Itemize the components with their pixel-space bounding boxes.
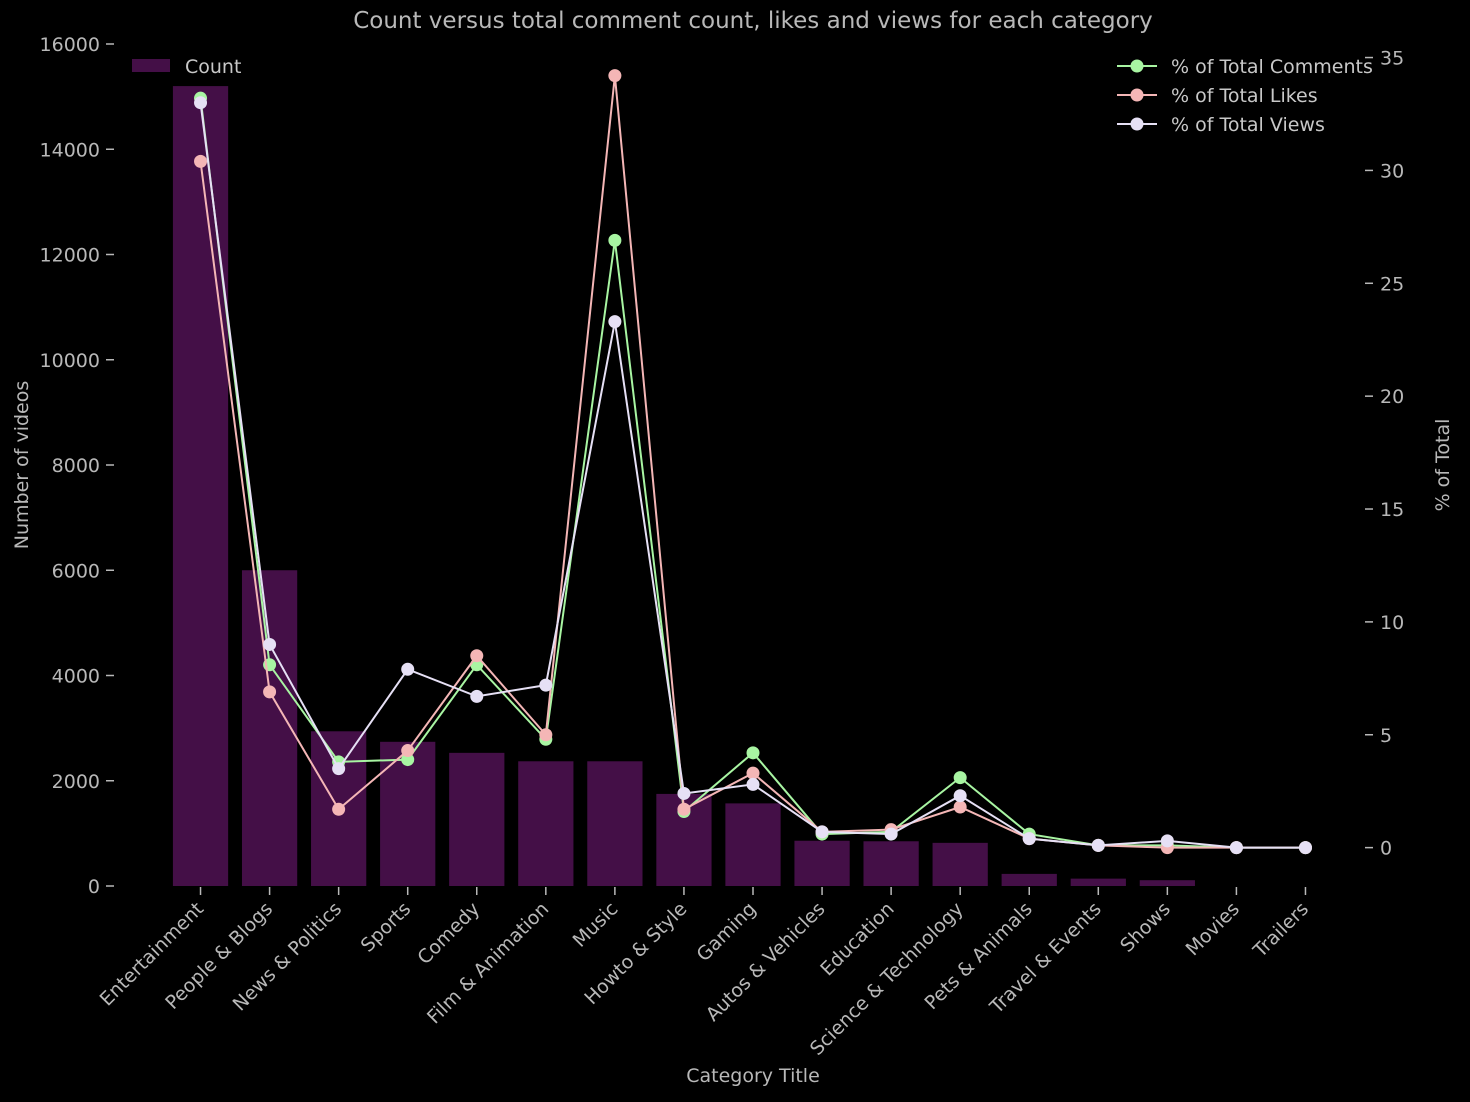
bar-autos-vehicles <box>794 840 850 886</box>
y2-tick-label: 25 <box>1380 273 1404 295</box>
lines-layer <box>194 69 1312 855</box>
legend-label-of-total-comments: % of Total Comments <box>1171 56 1373 78</box>
point-of-total-views-shows <box>1160 834 1174 848</box>
legend-label-count: Count <box>185 56 241 78</box>
point-of-total-likes-howto-style <box>677 802 691 816</box>
y2-tick-label: 20 <box>1380 386 1404 408</box>
point-of-total-likes-news-politics <box>332 802 346 816</box>
bar-shows <box>1139 880 1195 886</box>
point-of-total-views-entertainment <box>194 96 208 110</box>
bar-pets-animals <box>1001 873 1057 886</box>
point-of-total-likes-science-technology <box>953 800 967 814</box>
y2-axis-title: % of Total <box>1432 419 1454 512</box>
point-of-total-likes-sports <box>401 744 415 758</box>
x-tick-label-sports: Sports <box>357 898 416 957</box>
point-of-total-views-science-technology <box>953 789 967 803</box>
y-tick-label: 12000 <box>40 245 100 267</box>
point-of-total-comments-music <box>608 233 622 247</box>
legend-swatch-count <box>132 59 170 72</box>
point-of-total-views-comedy <box>470 689 484 703</box>
y-tick-label: 16000 <box>40 34 100 56</box>
y-axis-title: Number of videos <box>11 381 33 550</box>
point-of-total-likes-comedy <box>470 649 484 663</box>
y-tick-label: 10000 <box>40 350 100 372</box>
x-tick-label-music: Music <box>569 898 623 952</box>
bar-comedy <box>449 752 505 886</box>
point-of-total-comments-sports <box>401 753 415 767</box>
point-of-total-views-people-blogs <box>263 637 277 651</box>
point-of-total-views-news-politics <box>332 762 346 776</box>
bar-people-blogs <box>241 570 298 886</box>
x-axis-title: Category Title <box>686 1065 820 1087</box>
point-of-total-views-trailers <box>1298 841 1312 855</box>
point-of-total-views-movies <box>1229 841 1243 855</box>
point-of-total-views-education <box>884 827 898 841</box>
legend-layer: Count % of Total Comments % of Total Likes… <box>132 56 1373 136</box>
bar-science-technology <box>932 842 988 886</box>
x-tick-label-gaming: Gaming <box>692 898 760 966</box>
legend-label-of-total-views: % of Total Views <box>1171 114 1325 136</box>
y-tick-label: 2000 <box>52 771 100 793</box>
bar-music <box>587 761 643 886</box>
bar-gaming <box>725 803 781 886</box>
point-of-total-views-travel-events <box>1091 838 1105 852</box>
legend-marker-of-total-likes <box>1130 88 1144 102</box>
y2-tick-label: 5 <box>1380 725 1392 747</box>
point-of-total-views-sports <box>401 662 415 676</box>
y-tick-label: 8000 <box>52 455 100 477</box>
legend-label-of-total-likes: % of Total Likes <box>1171 85 1318 107</box>
y2-tick-label: 15 <box>1380 499 1404 521</box>
point-of-total-views-film-animation <box>539 678 553 692</box>
point-of-total-likes-gaming <box>746 766 760 780</box>
x-tick-label-shows: Shows <box>1116 898 1175 957</box>
x-tick-label-autos-vehicles: Autos & Vehicles <box>702 898 830 1026</box>
chart-title: Count versus total comment count, likes … <box>353 8 1153 34</box>
point-of-total-likes-music <box>608 69 622 83</box>
point-of-total-views-pets-animals <box>1022 832 1036 846</box>
point-of-total-comments-science-technology <box>953 771 967 785</box>
point-of-total-views-gaming <box>746 777 760 791</box>
point-of-total-likes-people-blogs <box>263 685 277 699</box>
bar-education <box>863 841 919 886</box>
y2-tick-label: 10 <box>1380 612 1404 634</box>
x-tick-label-film-animation: Film & Animation <box>423 898 553 1028</box>
bars-layer <box>172 86 1195 887</box>
y-tick-label: 4000 <box>52 666 100 688</box>
legend-marker-of-total-comments <box>1130 59 1144 73</box>
y-tick-label: 6000 <box>52 560 100 582</box>
x-tick-label-comedy: Comedy <box>413 898 484 969</box>
legend-marker-of-total-views <box>1130 117 1144 131</box>
bar-entertainment <box>172 86 229 887</box>
y2-tick-label: 30 <box>1380 160 1404 182</box>
y-tick-label: 14000 <box>40 139 100 161</box>
bar-travel-events <box>1070 878 1126 886</box>
point-of-total-views-howto-style <box>677 786 691 800</box>
y2-tick-label: 0 <box>1380 838 1392 860</box>
point-of-total-likes-film-animation <box>539 728 553 742</box>
y2-tick-label: 35 <box>1380 48 1404 70</box>
axes-layer: 0 2000 4000 6000 8000 10000 12000 14000 16000 0 5 1… <box>40 34 1405 1060</box>
point-of-total-comments-gaming <box>746 746 760 760</box>
bar-film-animation <box>518 761 574 886</box>
point-of-total-likes-entertainment <box>194 154 208 168</box>
point-of-total-views-music <box>608 315 622 329</box>
x-tick-label-movies: Movies <box>1182 898 1244 960</box>
x-tick-label-trailers: Trailers <box>1248 898 1313 963</box>
point-of-total-views-autos-vehicles <box>815 825 829 839</box>
y-tick-label: 0 <box>88 876 100 898</box>
